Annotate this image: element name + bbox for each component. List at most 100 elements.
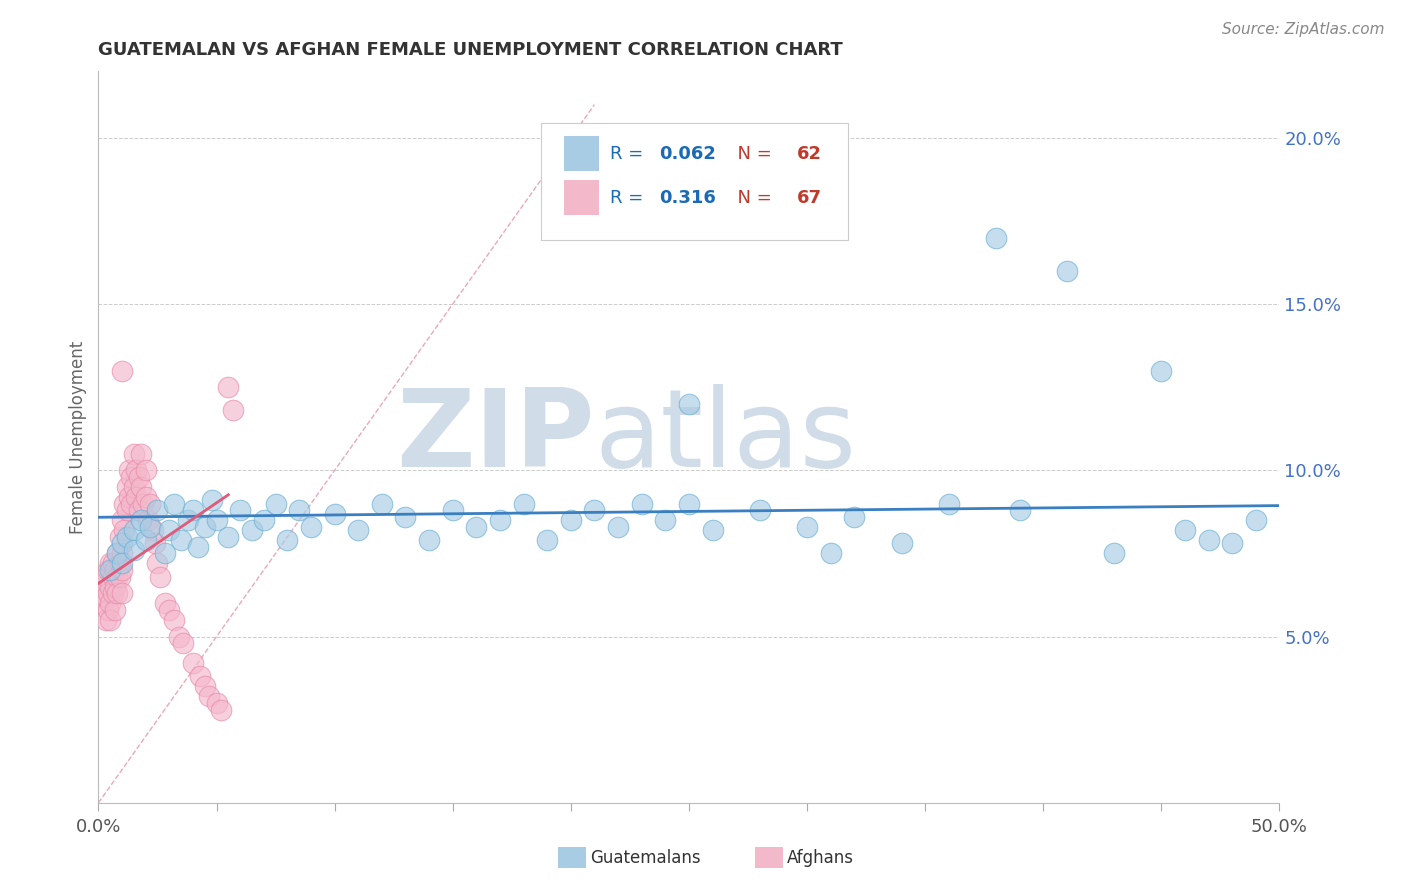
Point [209,703,232,717]
Point [94,590,117,604]
Point [104,580,127,594]
Point [108,557,131,571]
Text: ZIP: ZIP [396,384,595,490]
Point [111,586,134,600]
Point [217,530,239,544]
Point [97,563,120,577]
Point [129,513,152,527]
Point [105,586,128,600]
Point [128,470,150,484]
Point [98,580,121,594]
Point [104,603,127,617]
Point [121,470,143,484]
Text: Afghans: Afghans [787,849,855,867]
Point [97,586,120,600]
Y-axis label: Female Unemployment: Female Unemployment [69,341,87,533]
Point [163,613,186,627]
Point [347,523,370,537]
Point [153,596,176,610]
Point [201,493,224,508]
Point [118,463,141,477]
Point [167,630,190,644]
FancyBboxPatch shape [564,136,599,171]
Point [323,507,346,521]
Point [111,536,134,550]
Point [139,497,162,511]
Point [418,533,440,548]
Point [1198,533,1220,548]
Point [101,557,124,571]
Point [465,520,488,534]
Point [678,397,700,411]
Point [98,596,121,610]
Point [748,503,770,517]
Point [101,570,124,584]
Point [172,636,194,650]
Point [135,463,157,477]
Point [122,523,145,537]
Point [111,513,134,527]
Point [125,463,148,477]
Text: N =: N = [725,145,778,162]
Point [240,523,263,537]
FancyBboxPatch shape [564,180,599,215]
Text: 0.062: 0.062 [659,145,716,162]
Point [111,363,134,377]
Point [560,513,582,527]
Point [796,520,818,534]
Point [108,530,131,544]
Point [229,503,252,517]
Point [512,497,534,511]
Point [115,480,138,494]
Point [135,533,157,548]
Point [1008,503,1031,517]
Text: N =: N = [725,188,778,207]
Text: Source: ZipAtlas.com: Source: ZipAtlas.com [1222,22,1385,37]
Point [217,380,239,394]
Point [125,490,148,504]
Point [441,503,464,517]
Point [132,497,155,511]
Point [146,557,169,571]
Point [181,656,204,670]
Point [142,523,165,537]
Point [489,513,512,527]
Point [157,523,180,537]
Text: 62: 62 [796,145,821,162]
Point [288,503,311,517]
Point [136,513,159,527]
Point [198,690,221,704]
Point [170,533,193,548]
Point [111,557,134,571]
Point [205,696,228,710]
Point [222,403,245,417]
Point [1102,546,1125,560]
Point [536,533,558,548]
Text: 67: 67 [796,188,821,207]
Point [115,503,138,517]
Point [98,557,121,571]
Point [112,497,135,511]
Point [97,603,120,617]
Point [139,520,162,534]
Text: R =: R = [610,145,648,162]
Text: R =: R = [610,188,648,207]
Point [91,596,114,610]
Point [188,669,211,683]
Point [112,523,135,537]
Point [194,520,217,534]
Point [299,520,322,534]
Point [678,497,700,511]
Text: Guatemalans: Guatemalans [591,849,702,867]
Point [135,490,157,504]
Point [1220,536,1243,550]
Point [630,497,652,511]
Point [177,513,200,527]
Point [98,563,121,577]
Point [105,546,128,560]
Point [984,230,1007,244]
Point [163,497,186,511]
Point [94,613,117,627]
Point [157,603,180,617]
Point [844,509,866,524]
